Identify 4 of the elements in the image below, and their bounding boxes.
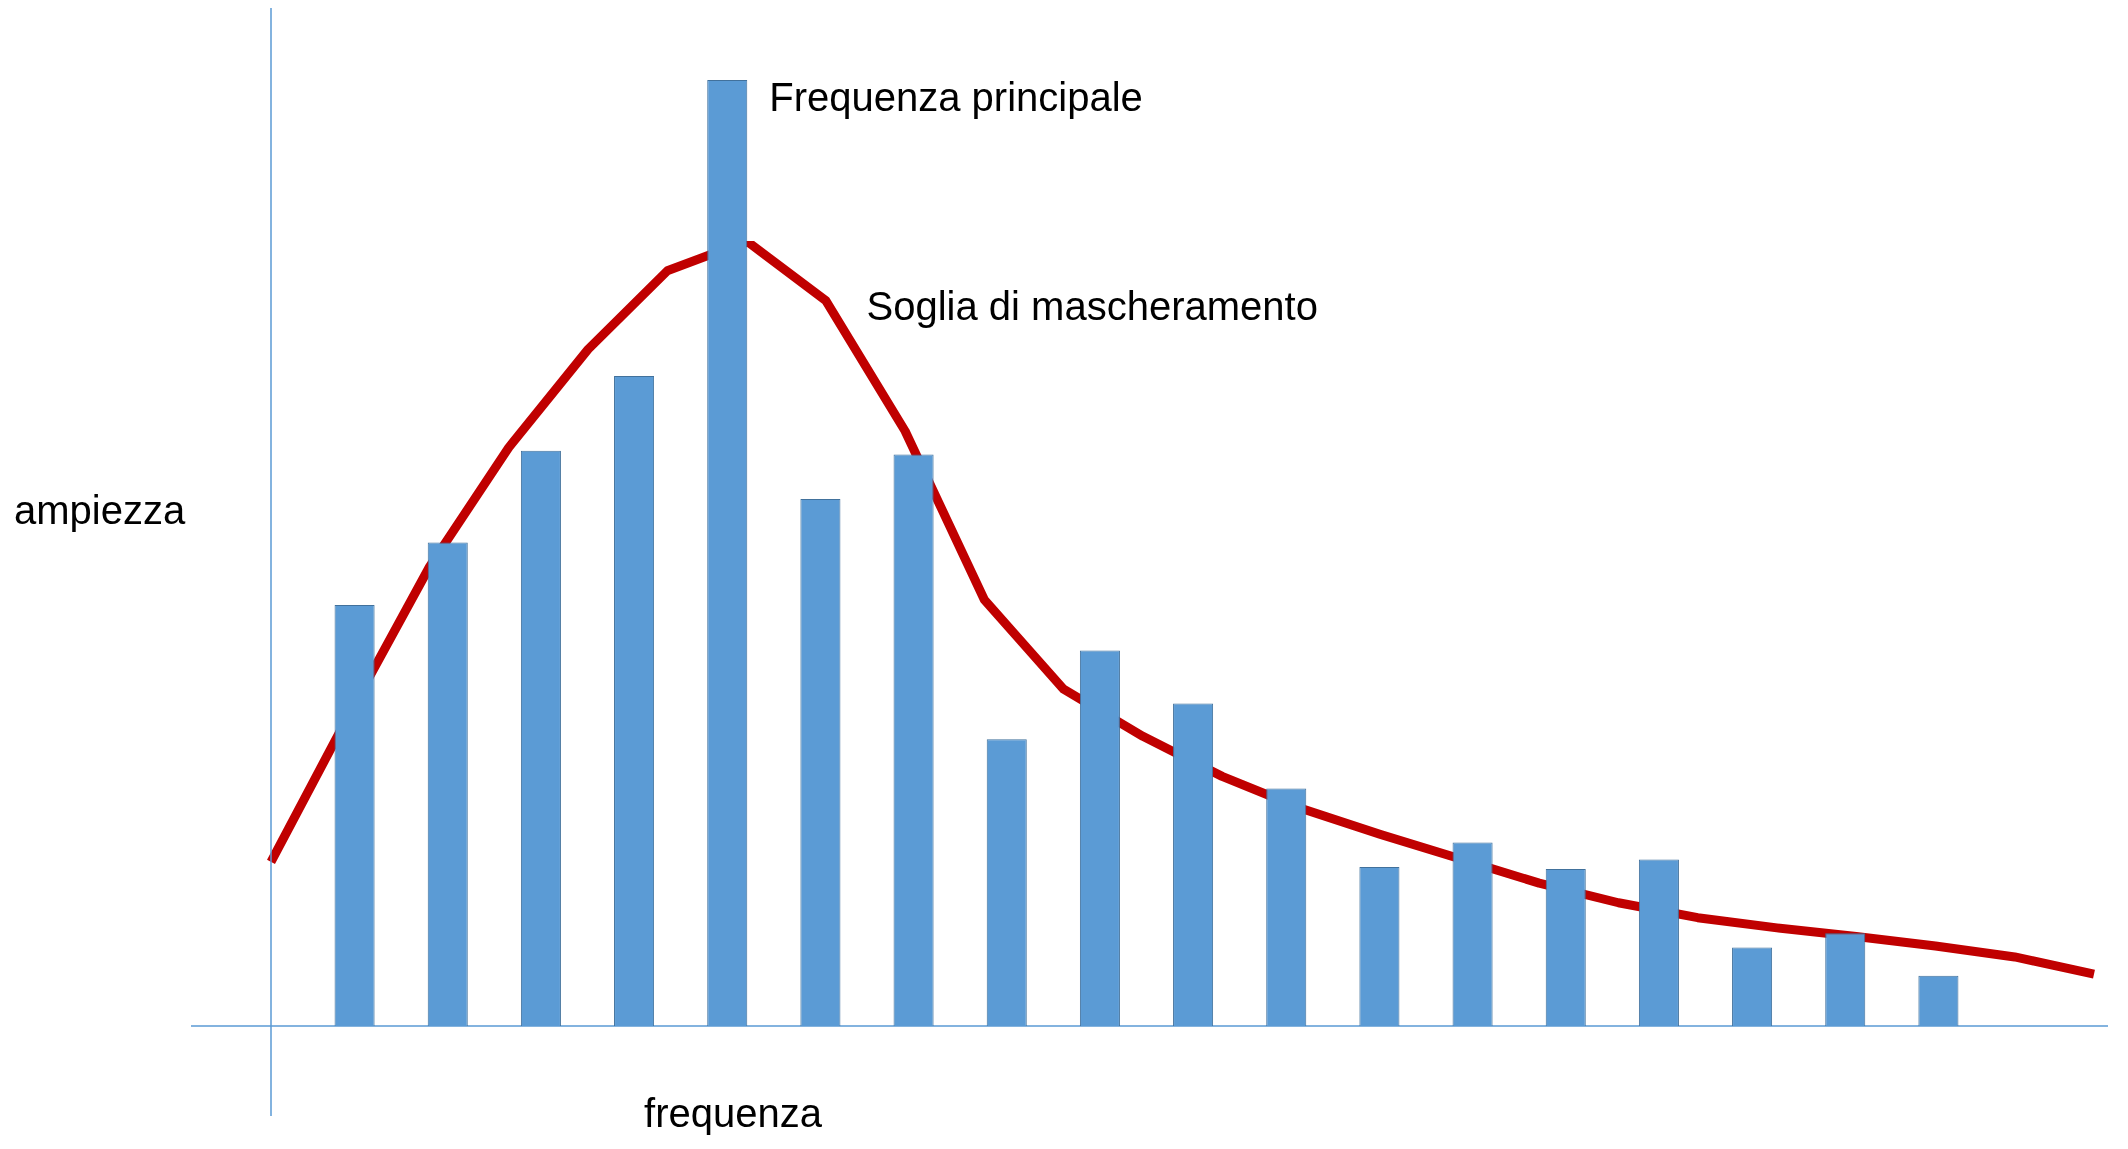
y-axis-title: ampiezza (14, 488, 186, 533)
series-label: Soglia di mascheramento (866, 284, 1318, 329)
annotation: Frequenza principale (769, 75, 1143, 120)
x-axis-title: frequenza (644, 1091, 823, 1136)
